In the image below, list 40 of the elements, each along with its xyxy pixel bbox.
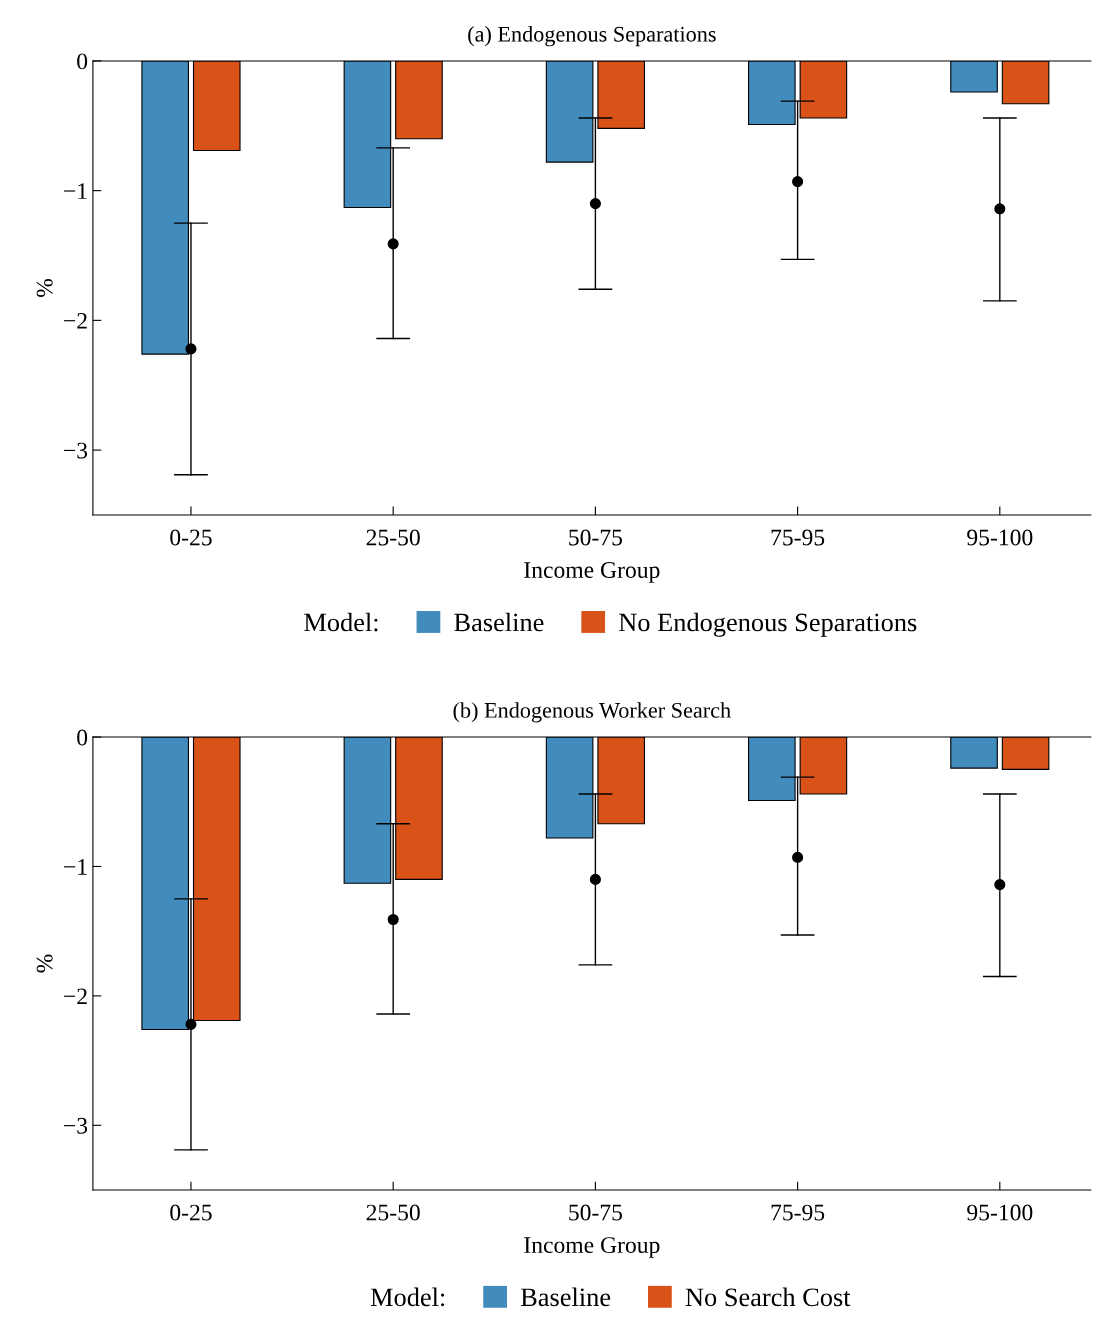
point <box>387 913 399 926</box>
point <box>994 203 1006 215</box>
y-axis-title: % <box>36 278 53 297</box>
x-tick-label: 25-50 <box>366 529 420 546</box>
point <box>185 1018 197 1030</box>
y-tick-label: −3 <box>64 442 88 459</box>
legend-label: No Search Cost <box>685 1287 851 1307</box>
legend-label: Baseline <box>520 1287 611 1307</box>
y-tick-label: −2 <box>64 988 87 1005</box>
y-tick-label: −2 <box>64 312 87 329</box>
x-axis-title: Income Group <box>524 1237 660 1258</box>
point <box>589 198 601 210</box>
chart-title: (a) Endogenous Separations <box>468 26 716 47</box>
x-tick-label: 50-75 <box>569 529 623 546</box>
x-axis-title: Income Group <box>524 562 660 583</box>
legend-label: Baseline <box>454 612 544 632</box>
x-tick-label: 0-25 <box>170 1204 212 1221</box>
x-tick-label: 25-50 <box>366 1204 420 1221</box>
point <box>792 851 804 863</box>
point <box>792 176 804 188</box>
chart-title: (b) Endogenous Worker Search <box>453 702 731 723</box>
y-tick-label: 0 <box>77 729 88 746</box>
x-tick-label: 75-95 <box>771 529 825 546</box>
point <box>994 879 1006 891</box>
x-tick-label: 95-100 <box>967 1204 1033 1221</box>
point <box>387 238 399 250</box>
point <box>185 343 197 355</box>
legend-title: Model: <box>370 1287 445 1307</box>
x-tick-label: 0-25 <box>170 529 212 546</box>
y-axis-title: % <box>36 954 53 973</box>
point <box>589 873 601 885</box>
legend-title: Model: <box>304 612 378 632</box>
y-tick-label: 0 <box>77 53 88 70</box>
x-tick-label: 95-100 <box>967 529 1033 546</box>
legend-label: No Endogenous Separations <box>619 612 917 637</box>
x-tick-label: 50-75 <box>569 1204 623 1221</box>
y-tick-label: −1 <box>64 183 87 199</box>
y-tick-label: −3 <box>64 1117 88 1134</box>
y-tick-label: −1 <box>64 859 87 875</box>
x-tick-label: 75-95 <box>771 1204 825 1221</box>
